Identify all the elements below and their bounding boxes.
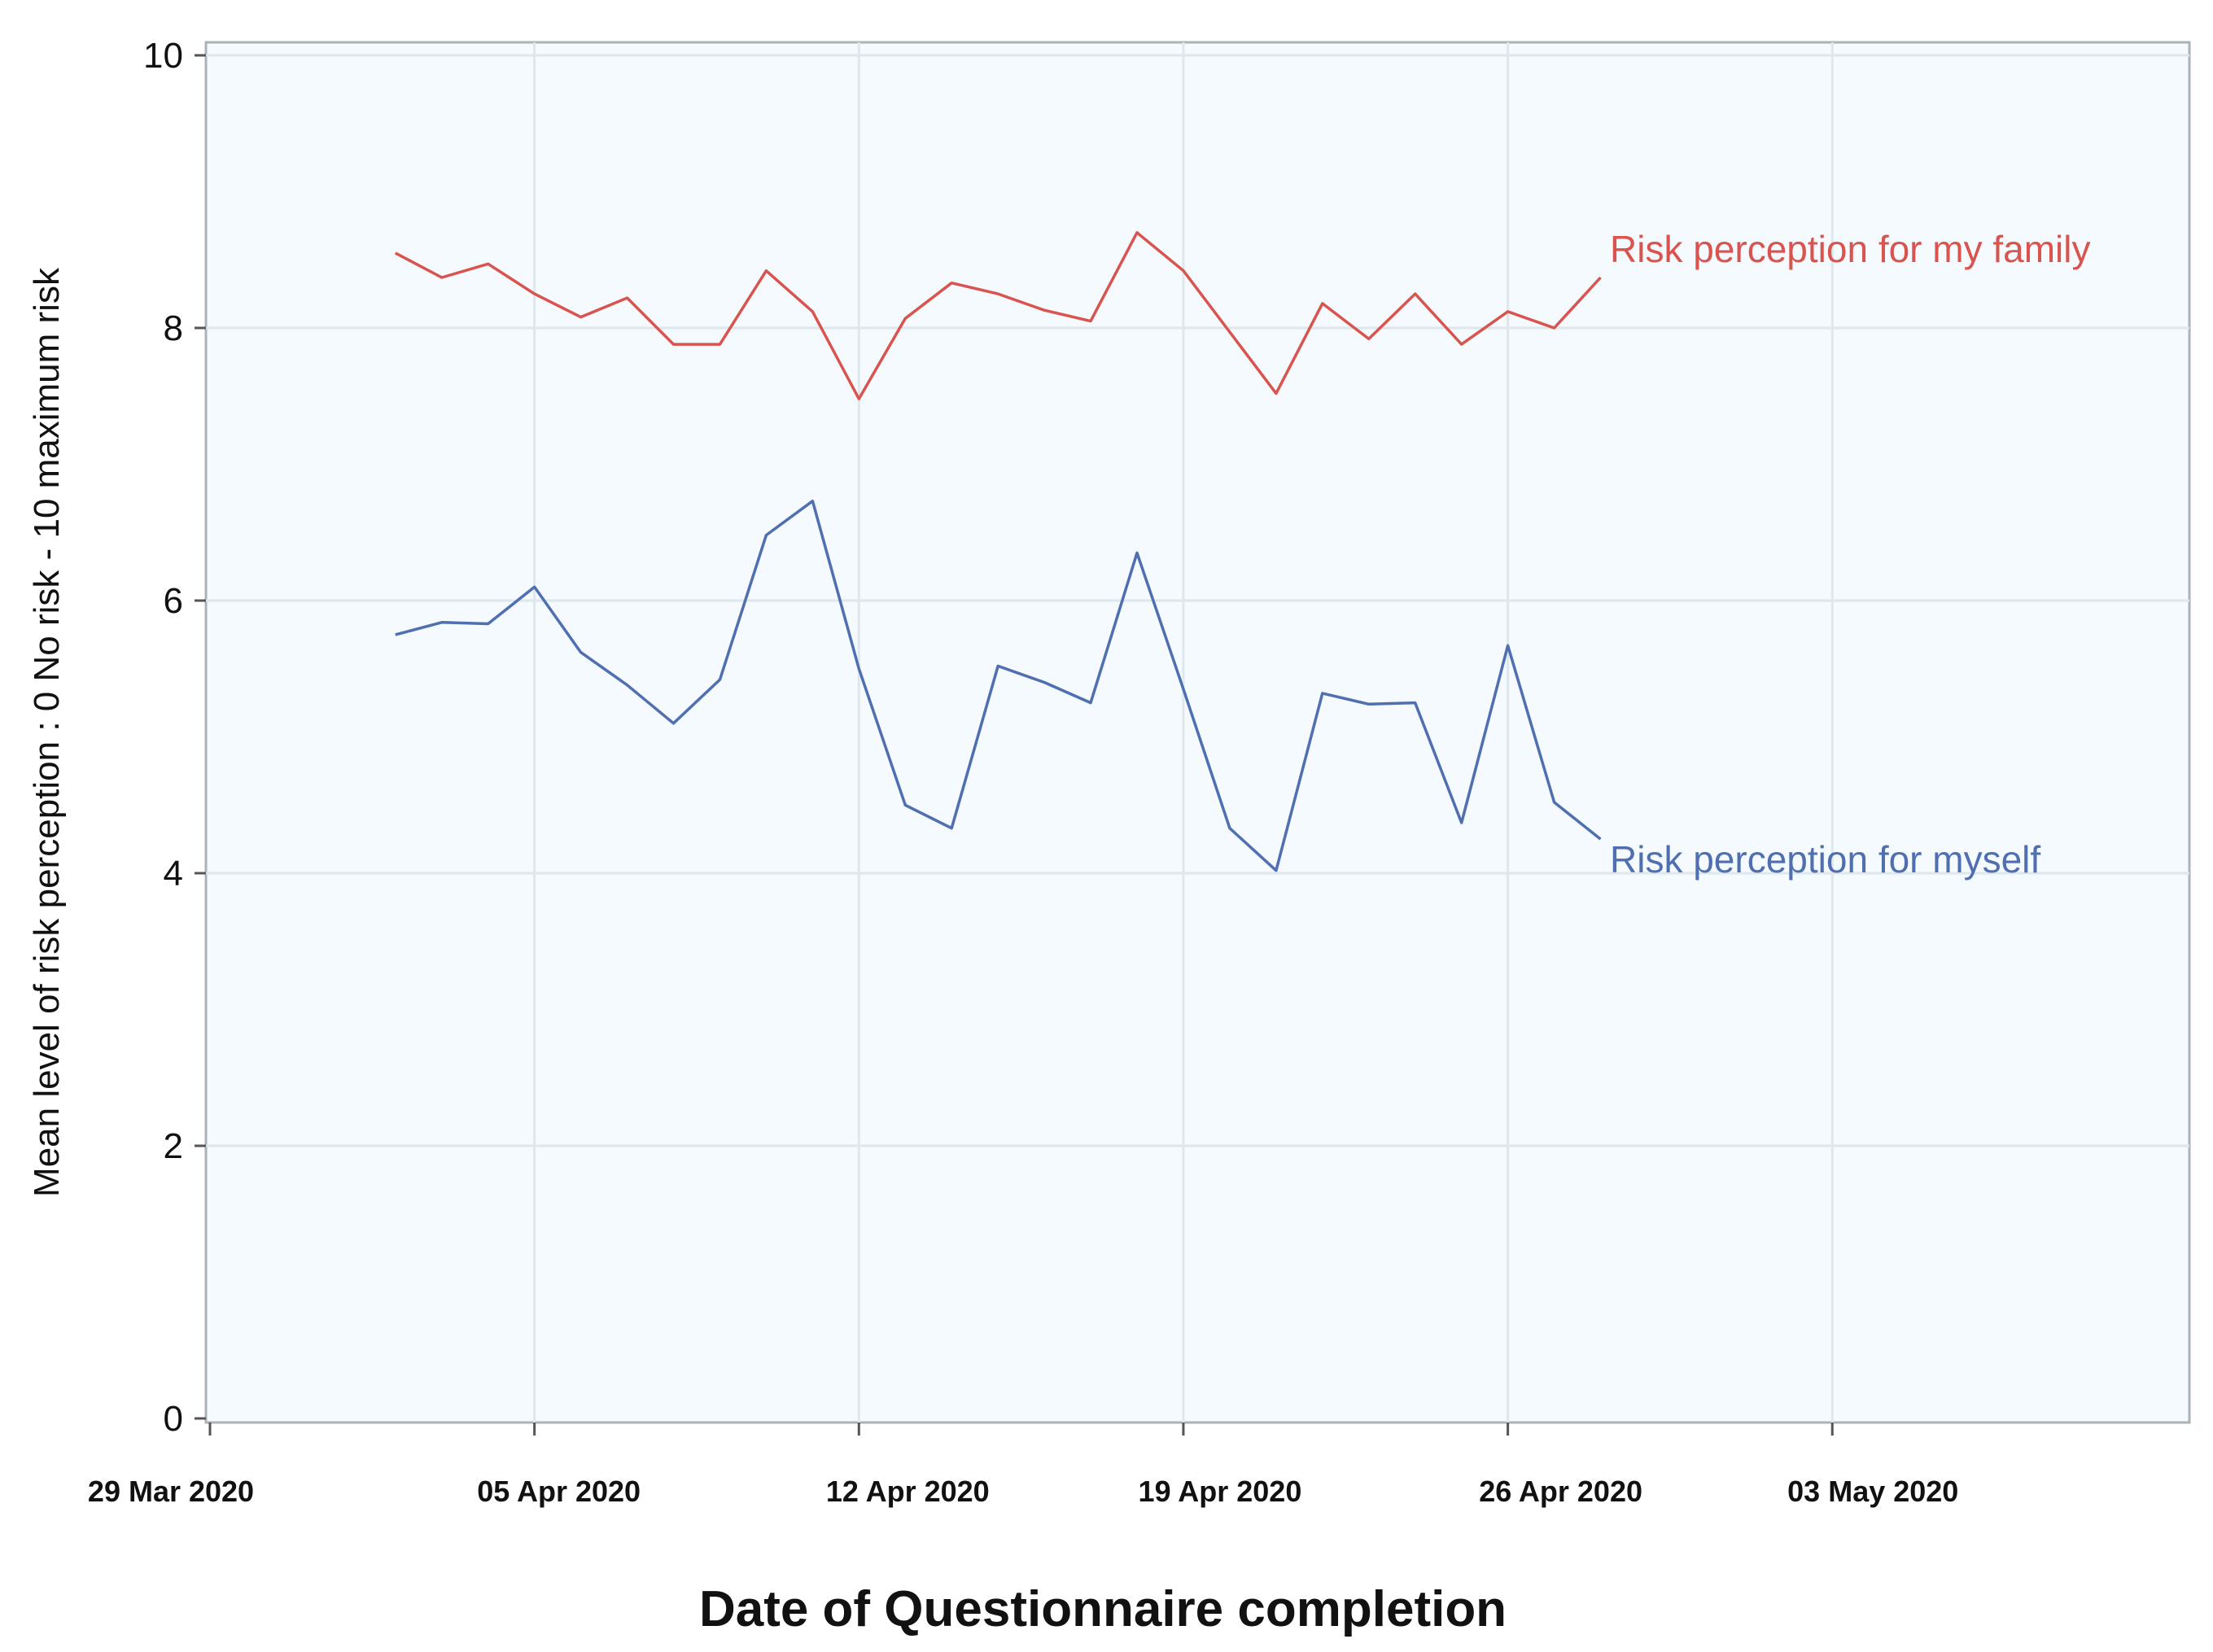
gridlines bbox=[206, 42, 2189, 1423]
x-tick-label: 29 Mar 2020 bbox=[88, 1475, 254, 1508]
series-line-0 bbox=[394, 231, 1602, 400]
y-tick-label: 0 bbox=[164, 1399, 183, 1439]
series-label-1: Risk perception for myself bbox=[1610, 838, 2040, 881]
series-label-0: Risk perception for my family bbox=[1610, 228, 2091, 270]
series-lines bbox=[394, 231, 1602, 872]
y-tick-label: 4 bbox=[164, 854, 183, 894]
series-line-1 bbox=[395, 499, 1602, 872]
y-tick-label: 8 bbox=[164, 308, 183, 348]
y-tick-label: 6 bbox=[164, 581, 183, 621]
x-tick-label: 26 Apr 2020 bbox=[1479, 1475, 1642, 1508]
x-tick-label: 05 Apr 2020 bbox=[477, 1475, 641, 1508]
y-tick-label: 2 bbox=[164, 1126, 183, 1166]
x-tick-label: 12 Apr 2020 bbox=[826, 1475, 990, 1508]
x-axis-label: Date of Questionnaire completion bbox=[699, 1581, 1507, 1637]
y-axis-ticks: 0 2 4 6 8 10 bbox=[143, 36, 206, 1439]
series-labels: Risk perception for my family Risk percep… bbox=[1610, 228, 2091, 881]
y-tick-label: 10 bbox=[143, 36, 183, 76]
x-tick-label: 03 May 2020 bbox=[1787, 1475, 1958, 1508]
y-axis-label: Mean level of risk perception : 0 No ris… bbox=[27, 267, 67, 1197]
x-axis-ticks: 29 Mar 2020 05 Apr 2020 12 Apr 2020 19 Apr … bbox=[88, 1423, 1958, 1508]
x-tick-label: 19 Apr 2020 bbox=[1139, 1475, 1302, 1508]
